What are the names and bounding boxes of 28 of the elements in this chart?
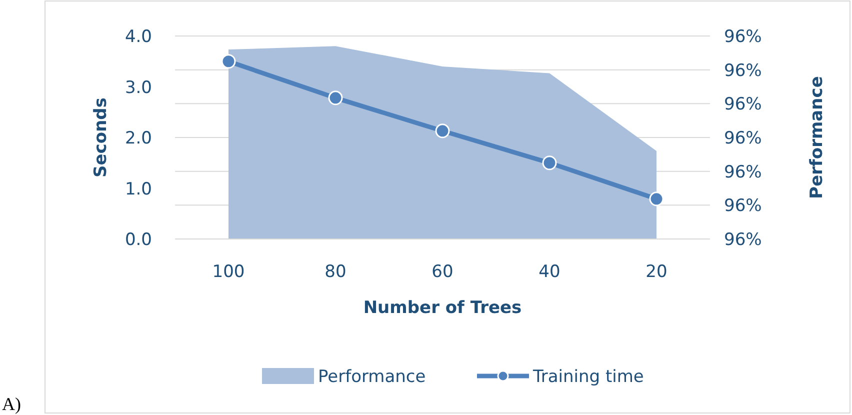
point [221,54,236,69]
y-tick-label: 0.0 [124,230,152,250]
y-axis-title: Seconds [91,98,111,178]
y2-tick-label: 96% [724,94,762,115]
y2-tick-label: 96% [724,60,762,81]
x-axis-title: Number of Trees [363,298,522,318]
y2-axis-title: Performance [807,76,827,199]
x-tick-label: 60 [432,262,454,282]
y2-tick-label: 96% [724,162,762,182]
legend-label: Performance [318,367,426,387]
y2-tick-label: 96% [724,196,762,216]
y-tick-label: 1.0 [124,179,152,200]
x-tick-label: 20 [646,262,668,282]
point [649,192,664,206]
point [542,156,557,170]
y-tick-label: 3.0 [124,78,152,98]
x-tick-label: 40 [538,262,560,282]
y2-tick-label: 96% [724,230,762,250]
y2-tick-label: 96% [724,27,762,47]
x-tick-label: 100 [212,262,245,282]
point [328,90,343,106]
point [435,124,450,138]
y-tick-label: 2.0 [124,128,152,148]
legend-label: Training time [532,367,644,387]
y2-tick-label: 96% [724,128,762,148]
x-tick-label: 80 [324,262,346,282]
text: A) [2,394,21,414]
y-tick-label: 4.0 [124,27,152,47]
